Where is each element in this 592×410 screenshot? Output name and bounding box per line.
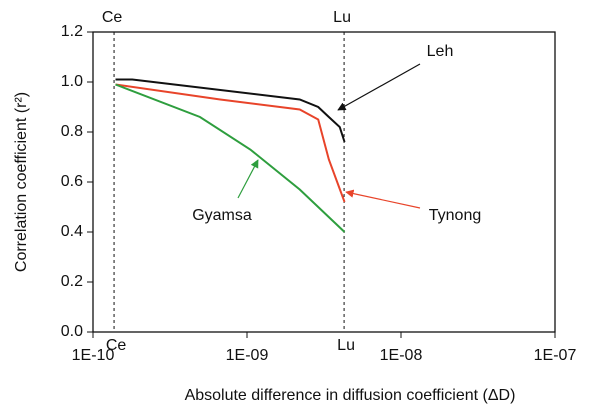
y-tick-label: 1.0 [61, 73, 83, 90]
x-tick-label: 1E-09 [226, 347, 269, 364]
plot-frame [92, 31, 556, 333]
x-axis-label: Absolute difference in diffusion coeffic… [185, 387, 516, 404]
y-tick-label: 0.8 [61, 123, 83, 140]
y-tick-label: 0.4 [61, 223, 83, 240]
series-line [115, 78, 346, 143]
series-label: Leh [427, 43, 454, 60]
y-tick-label: 0.6 [61, 173, 83, 190]
annotation-arrow [237, 159, 259, 199]
y-tick-label: 0.2 [61, 273, 83, 290]
series-line [115, 83, 346, 233]
y-tick-label: 0.0 [61, 323, 83, 340]
annotation-arrow [337, 63, 421, 111]
annotation-arrow [345, 189, 421, 209]
reference-label: Lu [333, 9, 351, 26]
series-label: Tynong [429, 207, 481, 224]
series-line [115, 83, 346, 203]
x-tick-label: 1E-10 [72, 347, 115, 364]
series-label: Gyamsa [192, 207, 252, 224]
y-tick-label: 1.2 [61, 23, 83, 40]
reference-label: Ce [106, 337, 127, 354]
reference-label: Lu [337, 337, 355, 354]
y-axis-label: Correlation coefficient (r²) [13, 92, 30, 272]
x-tick-label: 1E-07 [534, 347, 577, 364]
reference-label: Ce [102, 9, 123, 26]
x-tick-label: 1E-08 [380, 347, 423, 364]
